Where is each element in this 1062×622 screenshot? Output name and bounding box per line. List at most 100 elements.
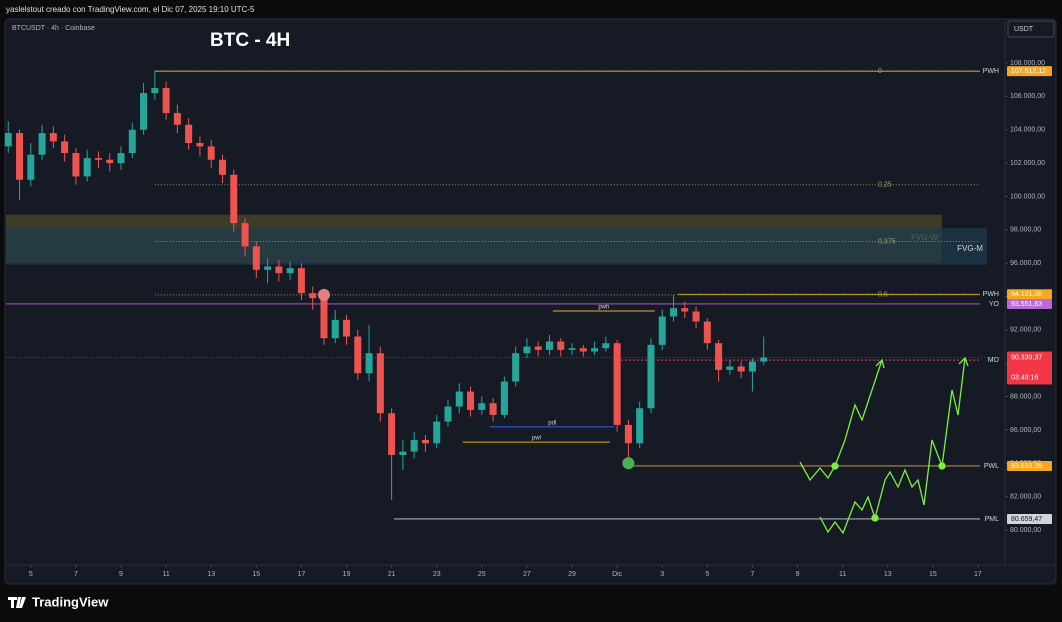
- last-price-tag: [1007, 351, 1052, 385]
- fib-label: 0,375: [878, 238, 896, 245]
- y-tick-label: 102.000,00: [1010, 160, 1045, 167]
- price-tag: [1007, 66, 1052, 77]
- x-tick-label: 25: [478, 571, 486, 578]
- candle-body: [647, 344, 655, 409]
- candle-body: [376, 353, 384, 414]
- candle-body: [421, 439, 429, 444]
- level-name: YO: [989, 301, 1000, 308]
- candle-body: [185, 124, 193, 144]
- y-tick-label: 80.000,00: [1010, 527, 1041, 534]
- y-tick-label: 86.000,00: [1010, 427, 1041, 434]
- candle-body: [602, 343, 610, 349]
- x-tick-label: 17: [974, 571, 982, 578]
- candle-body: [455, 391, 463, 407]
- level-name: MO: [988, 357, 1000, 364]
- candle-body: [16, 133, 24, 180]
- candle-body: [162, 88, 170, 114]
- candle-body: [591, 348, 599, 352]
- projection-point: [831, 462, 839, 470]
- symbol: BTCUSDT · 4h · Coinbase: [12, 25, 95, 32]
- projection-path: [819, 357, 966, 535]
- candle-body: [658, 316, 666, 345]
- candle-body: [478, 403, 486, 410]
- last-price-label: 90.339,37: [1011, 354, 1042, 361]
- candle-body: [83, 158, 91, 177]
- annotation-label: pwl: [532, 436, 541, 442]
- x-tick-label: 27: [523, 571, 531, 578]
- price-tag: [1007, 513, 1052, 524]
- candle-body: [624, 424, 632, 444]
- chart-panel: [4, 18, 1057, 585]
- x-tick-label: 15: [252, 571, 260, 578]
- candle-body: [4, 133, 12, 147]
- candle-body: [703, 321, 711, 344]
- arrow-head: [958, 356, 969, 367]
- candle-body: [670, 308, 678, 317]
- currency-box[interactable]: [1007, 20, 1055, 38]
- y-tick-label: 96.000,00: [1010, 260, 1041, 267]
- candle-body: [500, 381, 508, 415]
- candle-body: [218, 159, 226, 175]
- y-tick-label: 108.000,00: [1010, 60, 1045, 67]
- candle-body: [692, 311, 700, 322]
- price-tag-label: 107.512,12: [1011, 68, 1046, 75]
- level-name: PWH: [983, 291, 999, 298]
- candle-body: [399, 451, 407, 455]
- x-tick-label: 13: [207, 571, 215, 578]
- y-tick-label: 88.000,00: [1010, 393, 1041, 400]
- countdown: 03:49:16: [1011, 374, 1038, 381]
- annotation-label: pdl: [548, 420, 556, 426]
- x-tick-label: 7: [750, 571, 754, 578]
- candle-body: [681, 308, 689, 312]
- fvg-zone: [6, 228, 987, 265]
- y-tick-label: 92.000,00: [1010, 327, 1041, 334]
- candle-body: [737, 366, 745, 372]
- plot: FVG-WFVG-M00,250,3750,5pwhpdlpwlPWHPWHYO…: [4, 68, 1005, 523]
- candle-body: [467, 391, 475, 410]
- swing-high: [317, 288, 330, 301]
- projection: [799, 356, 969, 535]
- candle-body: [512, 353, 520, 382]
- candle-body: [760, 357, 768, 362]
- price-tag-label: 83.839,39: [1011, 463, 1042, 470]
- candle-body: [636, 408, 644, 444]
- x-tick-label: 13: [884, 571, 892, 578]
- x-tick-label: 17: [298, 571, 306, 578]
- candle-body: [173, 113, 181, 125]
- candle-body: [343, 319, 351, 337]
- candle-body: [286, 268, 294, 274]
- x-tick-label: 9: [796, 571, 800, 578]
- candle-body: [388, 413, 396, 455]
- candle-body: [579, 348, 587, 352]
- candle-body: [94, 158, 102, 160]
- axis: 80.000,0082.000,0084.000,0086.000,0088.0…: [29, 60, 1052, 578]
- annotation-label: pwh: [598, 305, 609, 311]
- candle-body: [230, 174, 238, 224]
- x-tick-label: 11: [839, 571, 846, 578]
- candle-body: [557, 341, 565, 350]
- y-tick-label: 82.000,00: [1010, 493, 1041, 500]
- price-tag: [1007, 298, 1052, 309]
- candle-body: [275, 266, 283, 274]
- candle-body: [140, 93, 148, 130]
- candle-body: [49, 133, 57, 142]
- candle-body: [297, 268, 305, 294]
- currency[interactable]: USDT: [1014, 26, 1034, 33]
- candle-body: [61, 141, 69, 154]
- level-name: PWH: [983, 68, 999, 75]
- x-tick-label: 7: [74, 571, 78, 578]
- arrow-head: [875, 358, 885, 369]
- candle-body: [748, 361, 756, 372]
- x-tick-label: 5: [705, 571, 709, 578]
- candle-body: [117, 153, 125, 164]
- candle-body: [433, 421, 441, 444]
- x-tick-label: 23: [433, 571, 441, 578]
- price-tag-label: 94.131,38: [1011, 291, 1042, 298]
- candle-body: [207, 146, 215, 160]
- candle-body: [715, 343, 723, 370]
- candle-body: [523, 346, 531, 354]
- header: yaslelstout creado con TradingView.com, …: [6, 5, 255, 14]
- x-tick-label: 11: [162, 571, 169, 578]
- candle-body: [264, 266, 272, 270]
